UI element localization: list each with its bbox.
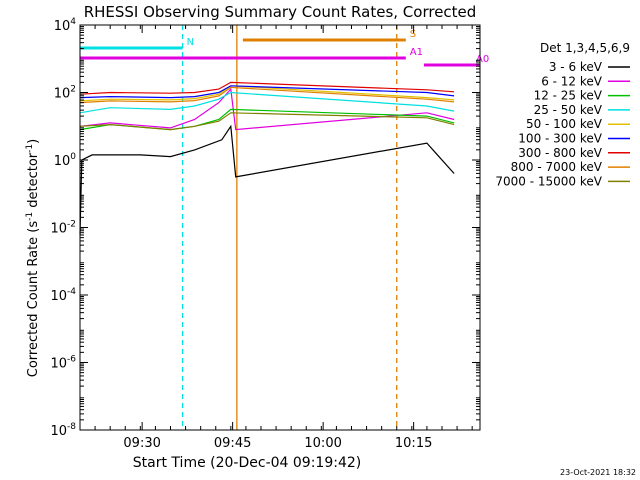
x-axis-label: Start Time (20-Dec-04 09:19:42) xyxy=(133,455,361,471)
y-axis-label-sup2: -1 xyxy=(25,144,35,153)
series-line xyxy=(79,124,455,235)
chart-title: RHESSI Observing Summary Count Rates, Co… xyxy=(84,3,477,21)
legend-label: 12 - 25 keV xyxy=(534,89,603,103)
x-tick-label: 09:30 xyxy=(123,436,160,451)
y-tick-exponent: 2 xyxy=(70,85,76,95)
legend-label: 6 - 12 keV xyxy=(541,74,603,88)
legend-label: 50 - 100 keV xyxy=(526,117,603,131)
y-axis: 10-8 10-6 10-4 10-2 100 102 104 xyxy=(50,17,480,439)
y-tick-label: 10-2 xyxy=(50,220,76,237)
legend-label: 3 - 6 keV xyxy=(549,60,603,74)
x-tick-label: 10:00 xyxy=(304,436,341,451)
footer-timestamp: 23-Oct-2021 18:32 xyxy=(560,468,636,477)
y-tick-label: 10-6 xyxy=(50,355,76,372)
flag-label: N xyxy=(187,37,194,48)
y-axis-label-end: ) xyxy=(26,139,41,144)
series-line xyxy=(79,87,455,131)
series-line xyxy=(79,91,455,114)
series-line xyxy=(79,86,455,104)
series-line xyxy=(79,112,455,131)
y-tick-exponent: -4 xyxy=(67,287,76,297)
y-tick-exponent: -6 xyxy=(67,355,76,365)
y-tick-label: 100 xyxy=(54,152,77,169)
legend-label: 800 - 7000 keV xyxy=(511,160,603,174)
plot-frame xyxy=(79,24,481,431)
flag-label: A0 xyxy=(476,54,489,65)
y-tick-label: 102 xyxy=(54,85,76,102)
y-tick-exponent: -2 xyxy=(67,220,76,230)
series-line xyxy=(79,81,455,95)
y-axis-label-sup1: -1 xyxy=(25,212,35,221)
y-tick-exponent: 0 xyxy=(70,152,76,162)
y-tick-exponent: -8 xyxy=(67,422,76,432)
x-tick-label: 09:45 xyxy=(214,436,251,451)
y-axis-label-main: Corrected Count Rate (s xyxy=(26,221,41,378)
legend-label: 7000 - 15000 keV xyxy=(495,174,602,188)
legend-title: Det 1,3,4,5,6,9 xyxy=(540,41,630,55)
flag-label: A1 xyxy=(410,47,423,58)
legend-label: 300 - 800 keV xyxy=(518,146,602,160)
y-tick-label: 104 xyxy=(54,17,77,34)
series-line xyxy=(79,85,455,99)
flag-label: S xyxy=(410,29,416,40)
legend-label: 25 - 50 keV xyxy=(534,103,603,117)
y-tick-exponent: 4 xyxy=(70,17,76,27)
y-axis-label: Corrected Count Rate (s-1 detector-1) xyxy=(25,139,41,377)
plot-area: N S A1 A0 xyxy=(79,24,489,431)
x-tick-label: 10:15 xyxy=(395,436,432,451)
x-axis: 09:30 09:45 10:00 10:15 xyxy=(94,25,473,451)
y-axis-label-mid: detector xyxy=(26,152,41,212)
series-line xyxy=(79,85,455,102)
y-tick-label: 10-4 xyxy=(50,287,76,304)
legend-label: 100 - 300 keV xyxy=(518,132,602,146)
y-tick-label: 10-8 xyxy=(50,422,76,439)
